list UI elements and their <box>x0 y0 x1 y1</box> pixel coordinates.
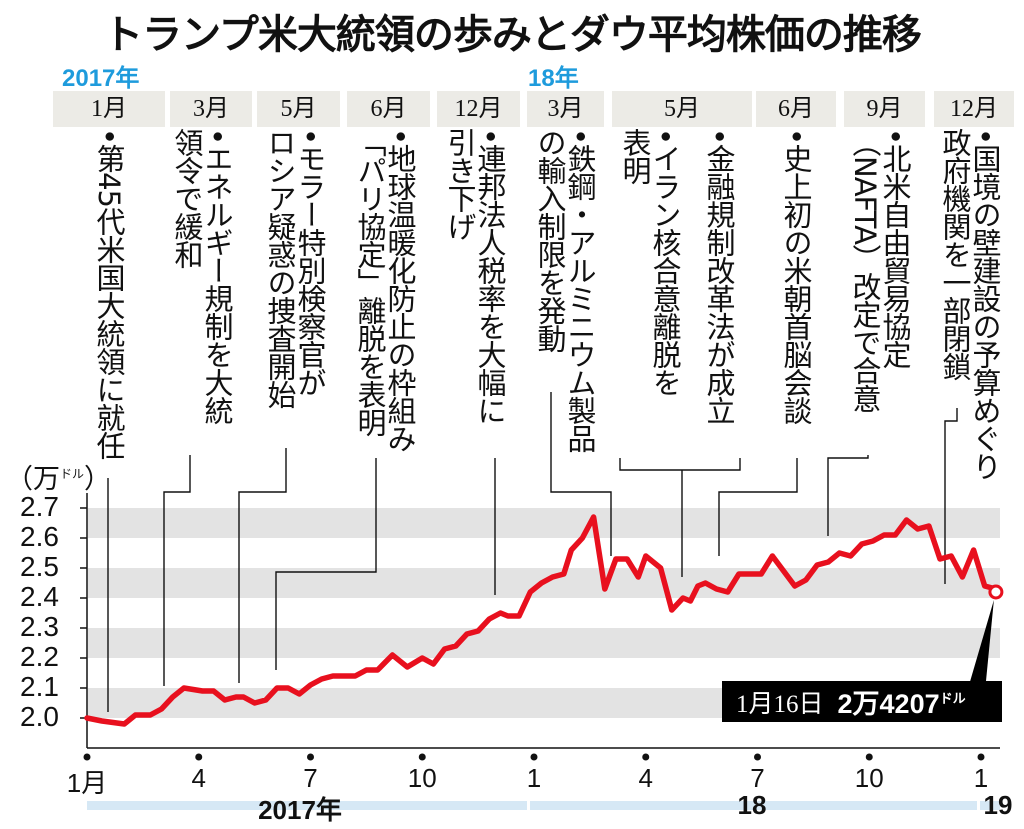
event-text-2: •モラー特別検察官が ロシア疑惑の捜査開始 <box>263 128 327 408</box>
event-text-7: •金融規制改革法が成立 <box>702 128 736 425</box>
month-band-2: 5月 <box>257 91 340 127</box>
month-band-4: 12月 <box>437 91 520 127</box>
x-tick-label: 4 <box>191 763 206 793</box>
event-text-0: •第45代米国大統領に就任 <box>92 128 126 460</box>
latest-value-callout: 1月16日 2万4207ドル <box>722 681 1002 722</box>
x-tick-label: 10 <box>407 763 437 793</box>
event-text-5: •鉄鋼・アルミニウム製品 の輸入制限を発動 <box>533 128 597 453</box>
event-text-9: •北米自由貿易協定 （NAFTA）改定で合意 <box>848 128 912 413</box>
event-text-6: •イラン核合意離脱を 表明 <box>618 128 682 397</box>
x-tick-label: 7 <box>303 763 318 793</box>
y-tick-label: 2.5 <box>20 551 59 582</box>
x-tick-label: 1月 <box>66 768 108 798</box>
month-band-9: 12月 <box>934 91 1014 127</box>
year-label-18: 18年 <box>528 65 579 92</box>
y-tick-label: 2.3 <box>20 611 59 642</box>
event-text-4: •連邦法人税率を大幅に 引き下げ <box>443 128 507 425</box>
x-tick-label: 1 <box>973 763 989 793</box>
x-tick-label: 1 <box>526 763 542 793</box>
event-text-8: •史上初の米朝首脳会談 <box>779 128 813 425</box>
month-band-8: 9月 <box>844 91 925 127</box>
y-tick-label: 2.2 <box>20 641 59 672</box>
month-band-7: 6月 <box>756 91 836 127</box>
y-axis-unit: （万ドル） <box>6 464 112 495</box>
x-tick-label: 10 <box>854 763 884 793</box>
month-band-6: 5月 <box>612 91 752 127</box>
year-bar-label: 18 <box>737 790 767 820</box>
event-text-3: •地球温暖化防止の枠組み 「パリ協定」離脱を表明 <box>353 128 417 453</box>
month-band-0: 1月 <box>53 91 165 127</box>
y-tick-label: 2.0 <box>20 701 59 732</box>
x-tick-label: 4 <box>638 763 653 793</box>
event-text-1: •エネルギー規制を大統 領令で緩和 <box>170 128 234 425</box>
year-label-2017: 2017年 <box>62 65 140 92</box>
year-bar-label: 19 <box>983 790 1013 820</box>
chart-title: トランプ米大統領の歩みとダウ平均株価の推移 <box>103 12 922 58</box>
y-tick-label: 2.7 <box>20 491 59 522</box>
callout-value: 2万4207ドル <box>837 689 966 719</box>
callout-date: 1月16日 <box>736 690 824 718</box>
month-band-5: 3月 <box>527 91 604 127</box>
y-tick-label: 2.1 <box>20 671 59 702</box>
y-tick-label: 2.6 <box>20 521 59 552</box>
y-tick-label: 2.4 <box>20 581 59 612</box>
year-bar-label: 2017年 <box>258 795 342 825</box>
x-tick-label: 7 <box>750 763 765 793</box>
month-band-3: 6月 <box>347 91 430 127</box>
event-text-10: •国境の壁建設の予算めぐり 政府機関を一部閉鎖 <box>938 128 1002 481</box>
month-band-1: 3月 <box>170 91 252 127</box>
